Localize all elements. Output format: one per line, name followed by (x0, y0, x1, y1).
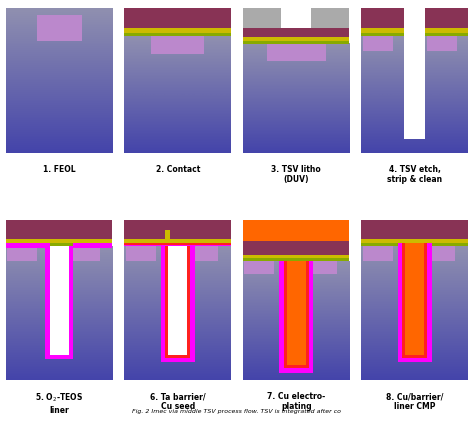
Bar (243, 40, 349, 43)
Bar (161, 358, 194, 363)
Bar (425, 28, 468, 33)
Text: Fig. 2 Imec via middle TSV process flow. TSV is integrated after co: Fig. 2 Imec via middle TSV process flow.… (133, 409, 341, 414)
Bar (363, 36, 393, 51)
Bar (126, 246, 155, 261)
Bar (151, 36, 204, 54)
Bar (309, 261, 313, 372)
Bar (125, 239, 231, 243)
Bar (402, 355, 428, 358)
Bar (398, 358, 431, 363)
Bar (243, 259, 349, 261)
Bar (37, 15, 82, 41)
Bar (125, 243, 231, 246)
Bar (161, 246, 165, 363)
Bar (425, 33, 468, 36)
Bar (69, 246, 73, 360)
Bar (125, 33, 231, 36)
Bar (125, 8, 231, 28)
Bar (243, 241, 349, 255)
Bar (428, 246, 431, 363)
Text: 4. TSV etch,
strip & clean: 4. TSV etch, strip & clean (387, 165, 442, 184)
Bar (46, 355, 73, 360)
Bar (425, 8, 468, 28)
Bar (306, 261, 309, 368)
Text: 2. Contact: 2. Contact (155, 165, 200, 174)
Bar (362, 33, 404, 36)
Bar (243, 28, 349, 37)
Bar (311, 8, 349, 28)
Bar (125, 239, 231, 243)
Text: 7. Cu electro-
plating: 7. Cu electro- plating (267, 392, 325, 412)
Bar (362, 28, 404, 33)
Bar (362, 220, 468, 239)
Bar (125, 220, 231, 239)
Text: 5. O$_2$-TEOS
liner: 5. O$_2$-TEOS liner (35, 392, 83, 415)
Bar (6, 243, 50, 248)
Bar (427, 36, 457, 51)
Bar (362, 8, 404, 28)
Bar (125, 243, 231, 246)
Bar (244, 261, 274, 274)
Bar (165, 246, 168, 358)
Bar (73, 243, 112, 248)
Bar (283, 261, 287, 368)
Bar (191, 246, 194, 363)
Bar (398, 243, 431, 246)
Bar (279, 261, 283, 372)
Bar (287, 261, 306, 365)
Bar (243, 37, 349, 40)
Bar (46, 246, 50, 360)
Bar (402, 246, 405, 358)
Bar (405, 246, 424, 355)
Bar (283, 365, 309, 368)
Bar (404, 34, 425, 139)
Bar (6, 239, 112, 243)
Bar (6, 243, 112, 246)
Bar (165, 355, 191, 358)
Bar (424, 246, 428, 358)
Bar (243, 8, 282, 28)
Bar (363, 246, 392, 261)
Bar (6, 220, 112, 239)
Bar (187, 246, 191, 358)
Bar (243, 255, 349, 259)
Bar (307, 261, 337, 274)
Bar (50, 246, 69, 355)
Bar (398, 246, 402, 363)
Bar (405, 243, 424, 246)
Bar (168, 246, 187, 355)
Bar (125, 243, 231, 245)
Text: 8. Cu/barrier/
liner CMP: 8. Cu/barrier/ liner CMP (386, 392, 444, 412)
Bar (402, 243, 428, 246)
Bar (426, 246, 456, 261)
Bar (165, 230, 170, 239)
Bar (362, 239, 468, 243)
Bar (362, 243, 468, 246)
Bar (267, 43, 326, 61)
Bar (7, 246, 37, 261)
Text: 1. FEOL: 1. FEOL (43, 165, 75, 174)
Bar (243, 220, 349, 241)
Bar (125, 28, 231, 33)
Bar (189, 246, 219, 261)
Bar (279, 368, 313, 372)
Bar (70, 246, 100, 261)
Text: 6. Ta barrier/
Cu seed: 6. Ta barrier/ Cu seed (150, 392, 206, 412)
Text: 3. TSV litho
(DUV): 3. TSV litho (DUV) (272, 165, 321, 184)
